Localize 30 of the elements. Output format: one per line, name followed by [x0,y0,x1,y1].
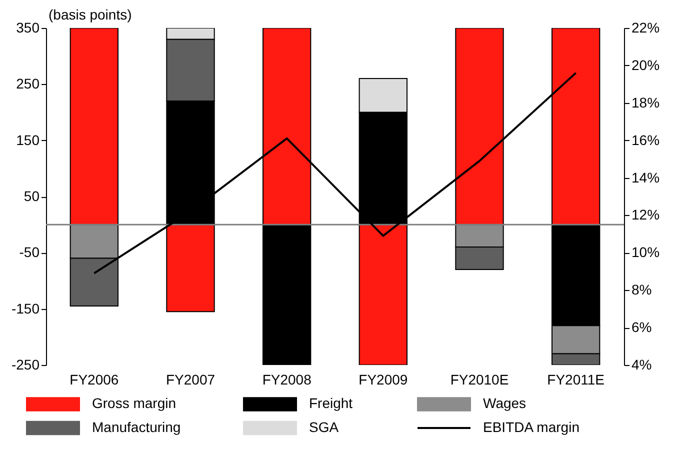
y2-tick-label: 6% [632,319,652,336]
y-tick-label: 150 [16,132,40,148]
y-tick-label: -150 [11,300,40,316]
y2-tick-label: 12% [632,206,660,223]
legend-label: Freight [309,395,353,412]
x-tick-label: FY2006 [70,372,119,388]
x-tick-label: FY2009 [358,372,408,388]
y-tick-label: 250 [16,76,40,92]
y-tick-label: 50 [24,188,40,204]
x-tick-label: FY2008 [262,372,312,388]
y2-tick-label: 20% [632,56,660,73]
y2-tick-label: 14% [632,169,660,186]
y2-tick-label: 18% [632,94,660,110]
legend-label: Gross margin [92,395,176,412]
y2-tick-label: 22% [632,20,660,36]
y2-tick-label: 8% [632,282,652,298]
y-tick-label: -250 [11,356,40,372]
y2-tick-label: 4% [632,356,652,372]
x-tick-label: FY2010E [450,372,509,388]
x-tick-label: FY2011E [547,372,605,388]
y2-tick-label: 16% [632,132,660,148]
legend-label: Wages [483,395,526,412]
y-axis-title: (basis points) [48,6,132,22]
y-tick-label: 350 [16,20,40,36]
legend-label: SGA [309,419,340,435]
y2-tick-label: 10% [632,244,660,260]
y-tick-label: -50 [19,244,40,260]
legend-label: Manufacturing [92,419,181,435]
legend-label: EBITDA margin [483,419,580,435]
x-tick-label: FY2007 [166,372,216,388]
